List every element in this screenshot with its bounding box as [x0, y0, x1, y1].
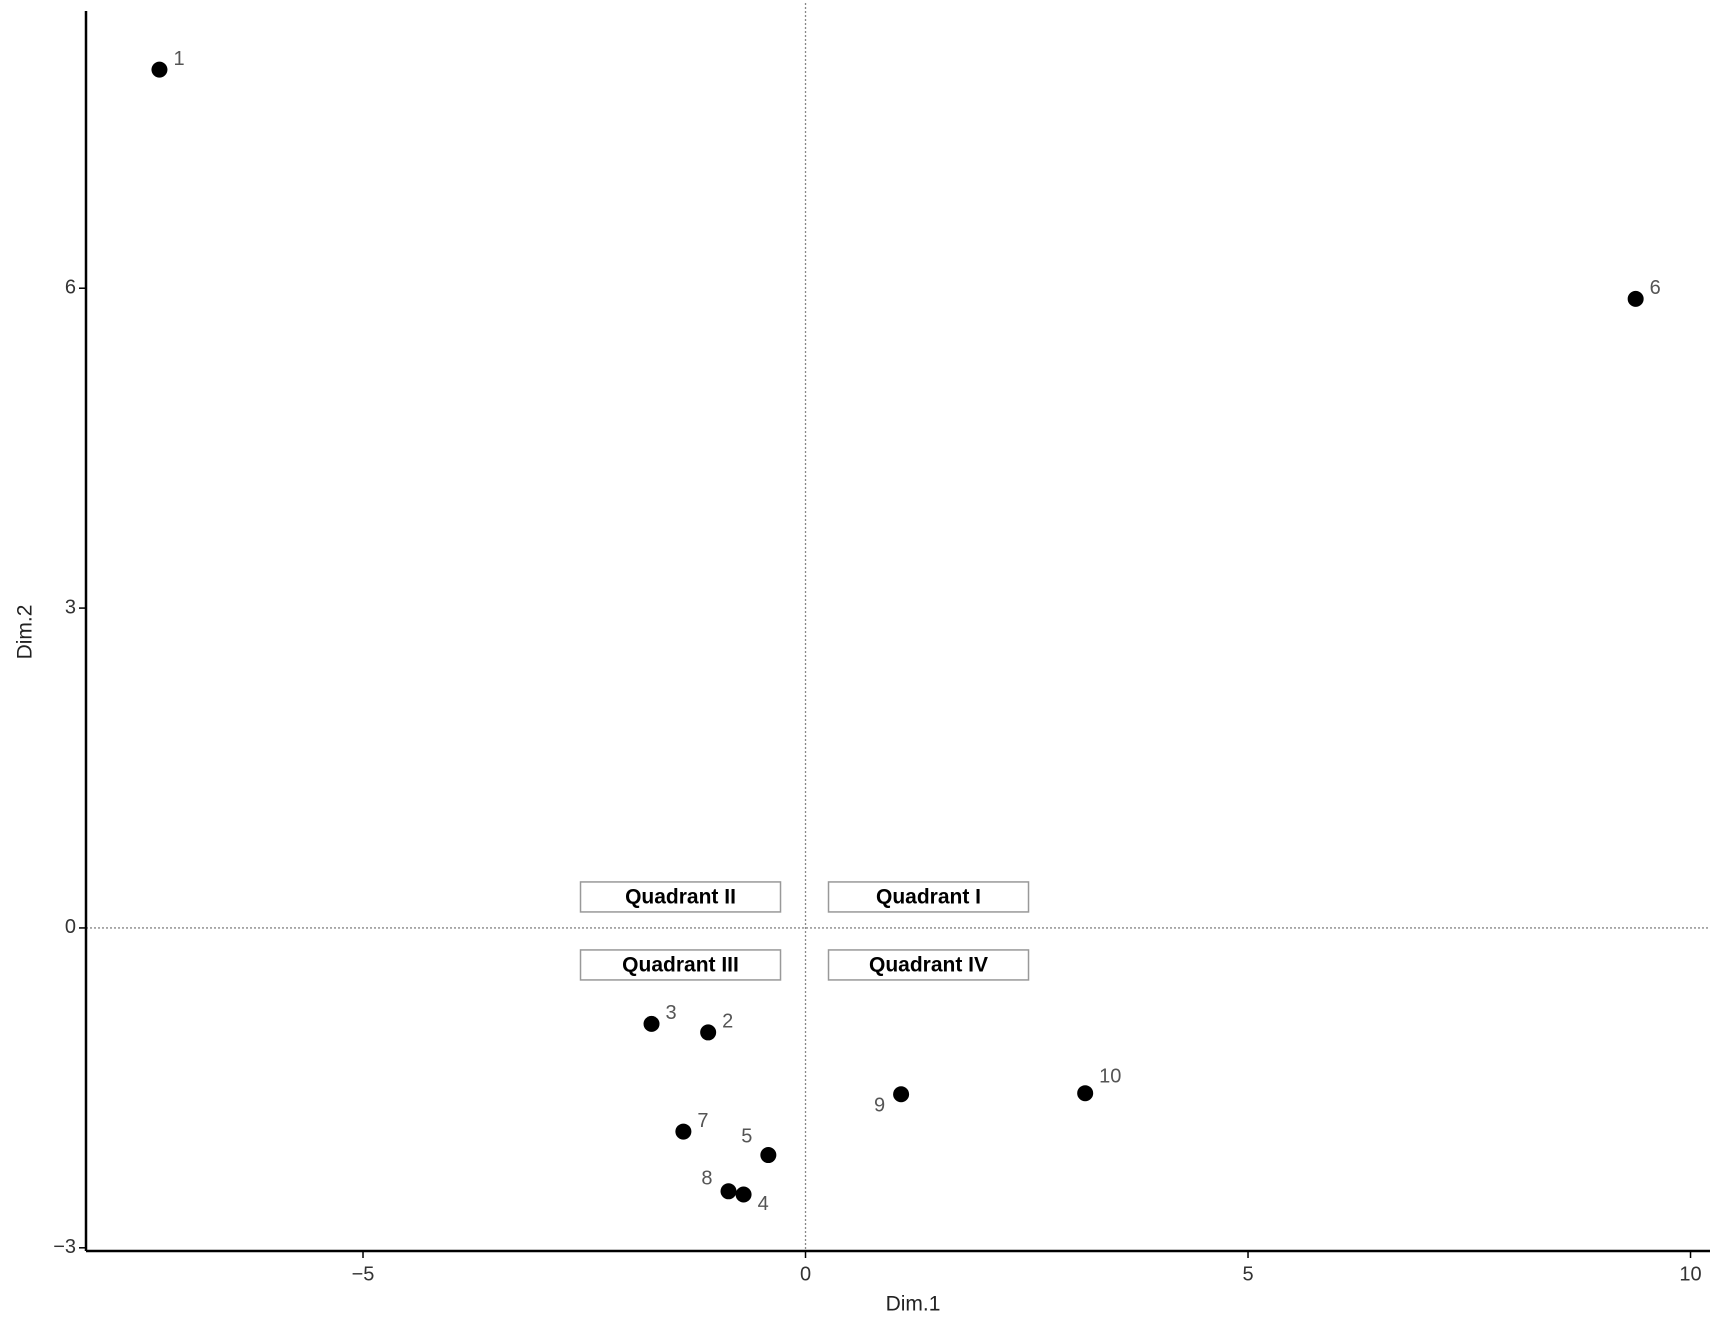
point	[735, 1186, 752, 1203]
point	[700, 1024, 717, 1041]
quadrant-box	[827, 949, 1030, 981]
point-label: 9	[874, 1095, 885, 1117]
point-label: 8	[701, 1168, 712, 1190]
point-label: 4	[758, 1193, 769, 1215]
quadrant-label: Quadrant III	[622, 953, 739, 976]
point-label: 2	[722, 1011, 733, 1033]
y-tick-label: 3	[65, 596, 76, 618]
quadrant-label: Quadrant I	[876, 885, 981, 908]
x-tick-label: 10	[1679, 1263, 1701, 1285]
y-axis-title: Dim.2	[14, 605, 37, 660]
quadrant-box	[579, 949, 782, 981]
point	[760, 1147, 777, 1164]
quadrant-box	[579, 881, 782, 913]
point-label: 10	[1099, 1065, 1121, 1087]
x-tick-label: −5	[352, 1263, 375, 1285]
point-label: 7	[697, 1110, 708, 1132]
point-label: 3	[666, 1002, 677, 1024]
x-tick-label: 5	[1242, 1263, 1253, 1285]
point-label: 6	[1650, 277, 1661, 299]
point	[643, 1015, 660, 1032]
point-label: 5	[741, 1125, 752, 1147]
y-tick-label: 6	[65, 276, 76, 298]
point	[720, 1183, 737, 1200]
quadrant-label: Quadrant IV	[869, 953, 988, 976]
point	[151, 61, 168, 78]
quadrant-label: Quadrant II	[625, 885, 736, 908]
y-tick-label: 0	[65, 916, 76, 938]
y-tick-label: −3	[53, 1236, 76, 1258]
point-label: 1	[173, 48, 184, 70]
point	[1077, 1085, 1094, 1102]
quadrant-box	[827, 881, 1030, 913]
point	[1627, 290, 1644, 307]
x-axis-title: Dim.1	[886, 1293, 941, 1316]
x-tick-label: 0	[800, 1263, 811, 1285]
point	[893, 1086, 910, 1103]
point	[675, 1123, 692, 1140]
